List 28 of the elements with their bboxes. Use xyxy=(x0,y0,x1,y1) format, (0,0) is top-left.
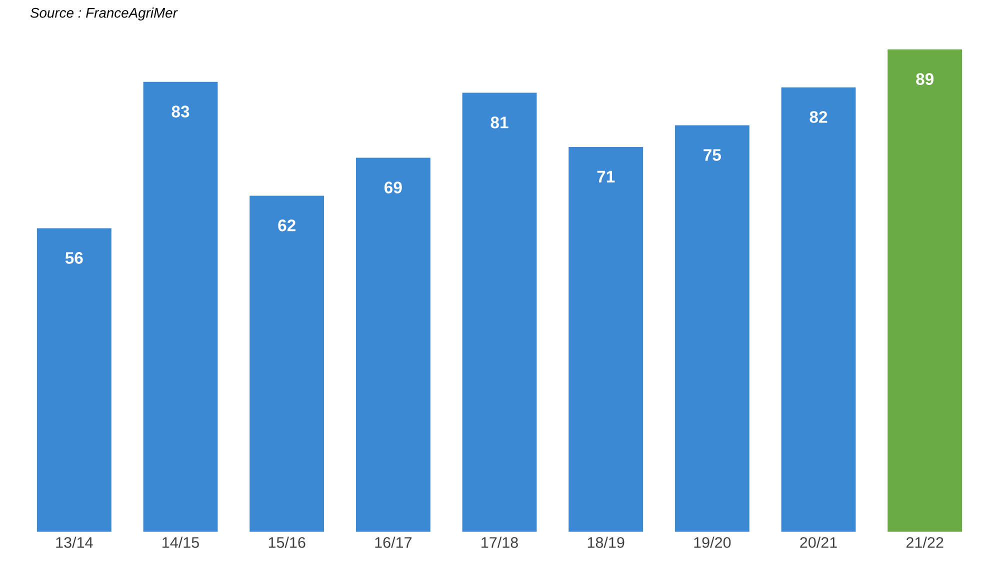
data-label: 62 xyxy=(278,220,296,232)
x-tick-label: 13/14 xyxy=(56,536,93,548)
data-label: 81 xyxy=(490,116,508,128)
x-tick-label: 15/16 xyxy=(268,536,306,548)
bar xyxy=(781,87,856,532)
x-tick-label: 14/15 xyxy=(162,536,199,548)
x-tick-label: 18/19 xyxy=(588,536,624,548)
data-label: 56 xyxy=(65,252,83,264)
bar xyxy=(143,82,218,532)
x-tick-label: 17/18 xyxy=(482,536,518,548)
bar xyxy=(356,158,430,532)
bar xyxy=(36,228,112,532)
x-tick-label: 21/22 xyxy=(906,536,944,548)
bar xyxy=(674,125,750,532)
bar xyxy=(250,196,324,532)
data-label: 83 xyxy=(172,106,190,118)
data-label: 82 xyxy=(810,111,828,123)
source-note: Source : FranceAgriMer xyxy=(30,8,178,20)
data-label: 89 xyxy=(916,73,934,85)
data-label: 75 xyxy=(704,149,721,161)
bar xyxy=(462,92,537,532)
x-tick-label: 16/17 xyxy=(375,536,412,548)
x-tick-label: 20/21 xyxy=(800,536,837,548)
x-tick-label: 19/20 xyxy=(694,536,731,548)
data-label: 71 xyxy=(597,170,615,182)
data-label: 69 xyxy=(384,182,402,194)
bar xyxy=(568,146,644,532)
bar xyxy=(888,49,962,532)
